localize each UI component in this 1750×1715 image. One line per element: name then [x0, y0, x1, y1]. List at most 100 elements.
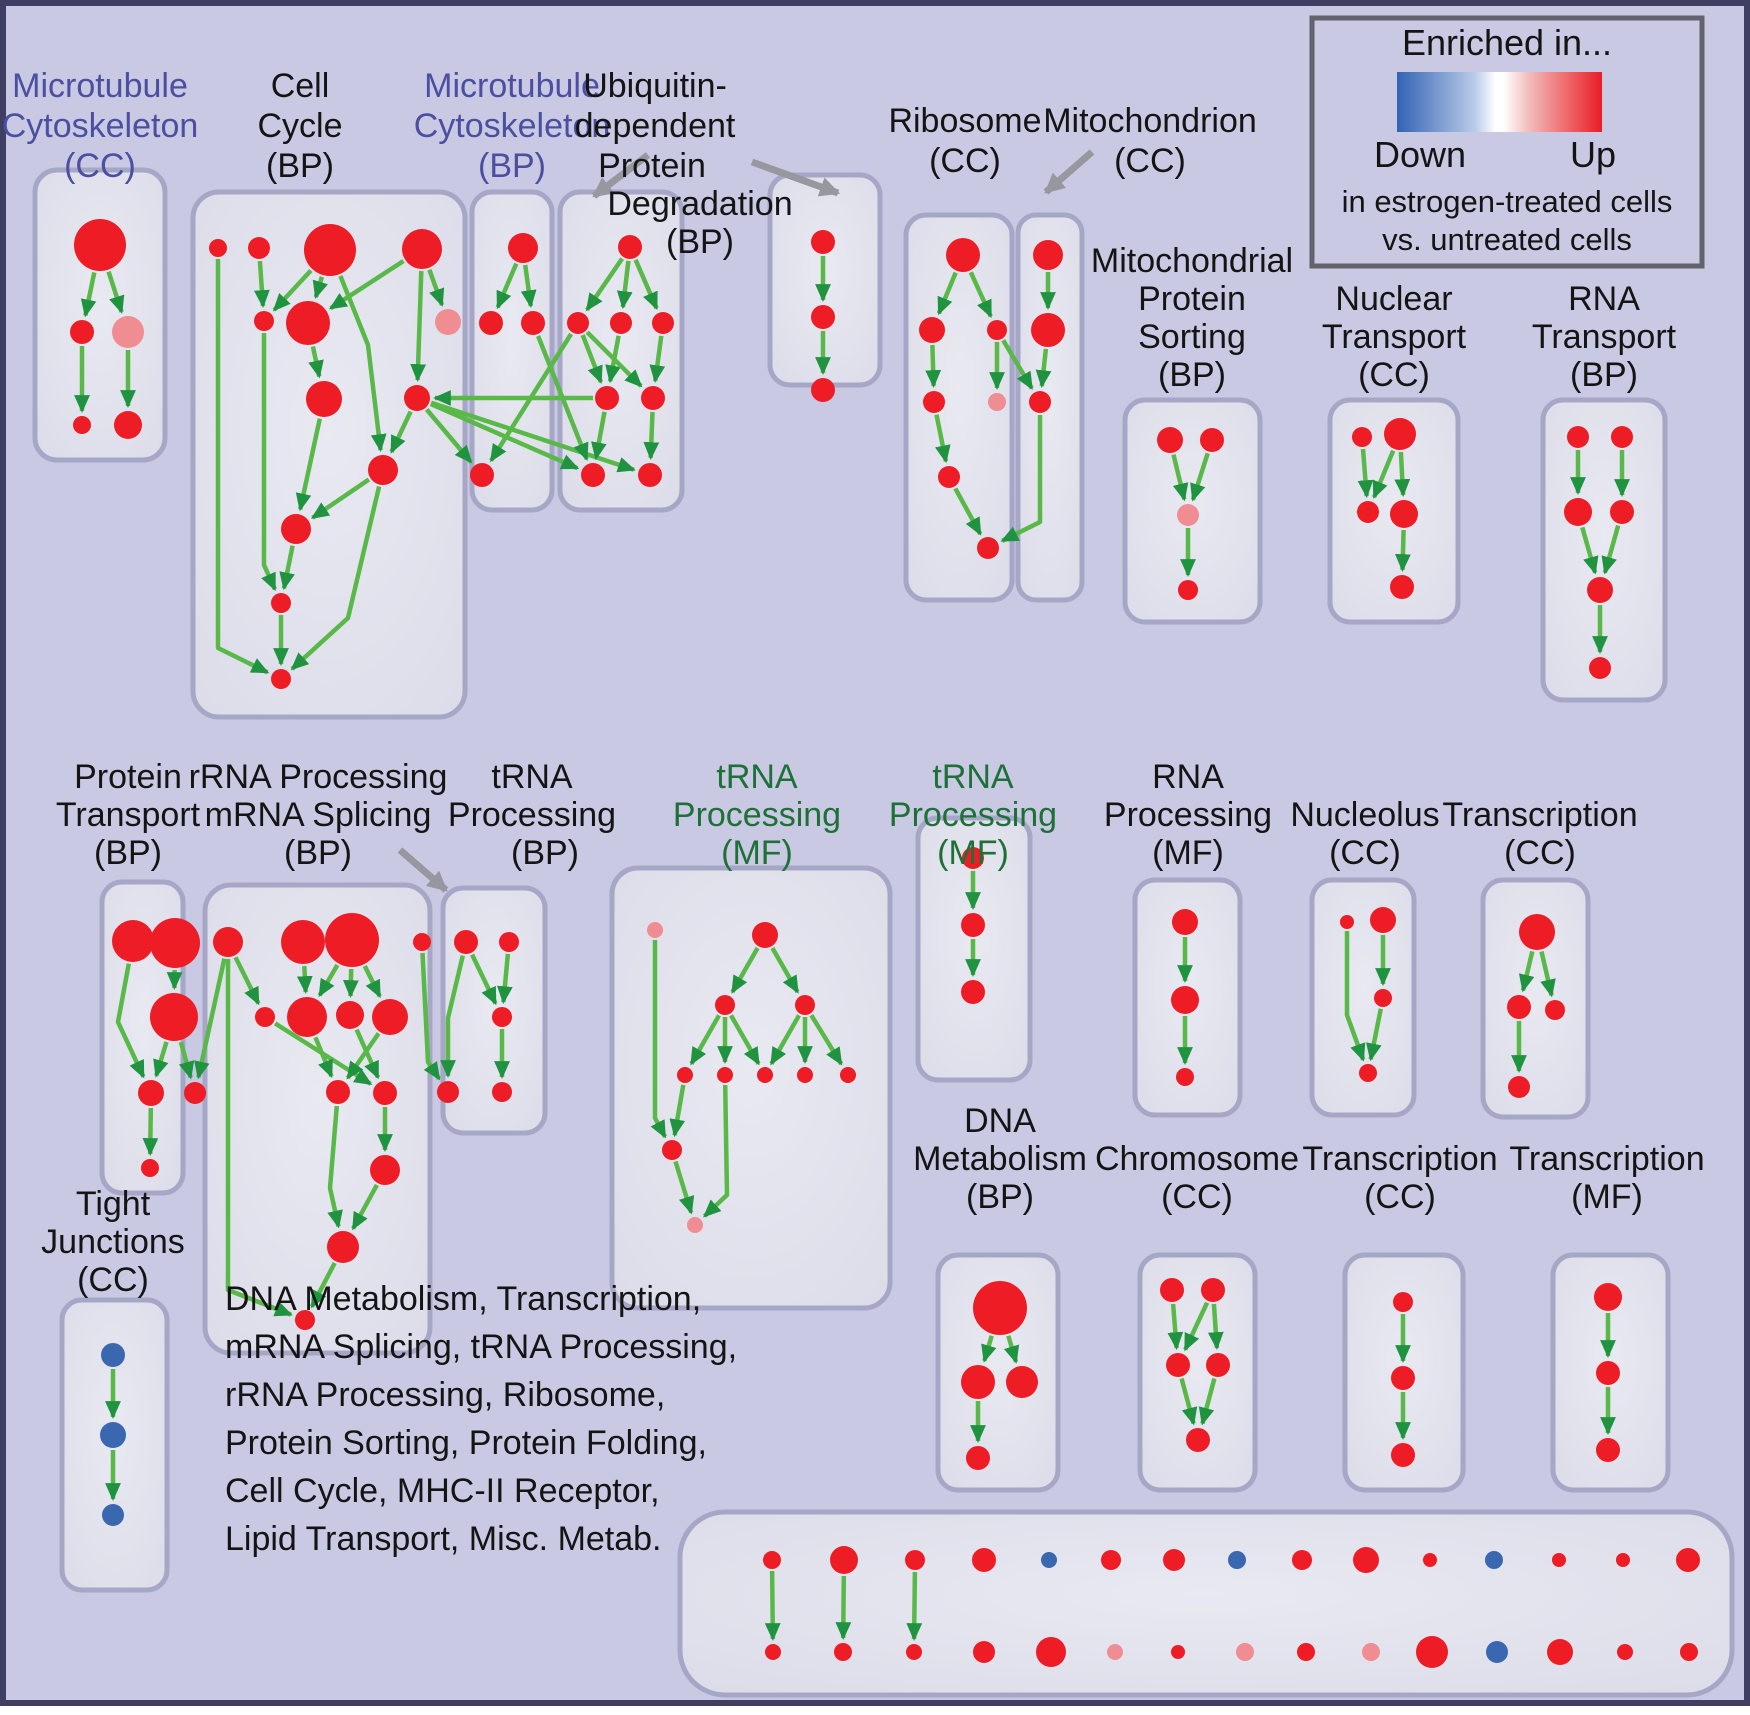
- label-tc-2: (CC): [1504, 834, 1576, 872]
- node-mtcc5: [114, 411, 142, 439]
- node-rib3: [987, 320, 1007, 340]
- label-pt-2: Transport: [56, 796, 201, 834]
- node-t3a: [1594, 1283, 1622, 1311]
- summary-line-5: Cell Cycle, MHC-II Receptor,: [225, 1472, 660, 1510]
- edge-mps2-mps3: [1190, 452, 1210, 502]
- node-ubl5: [595, 386, 619, 410]
- node-tc3: [1545, 1000, 1565, 1020]
- edge-rr2-rr6: [296, 965, 313, 994]
- node-cc5: [254, 311, 274, 331]
- edge-ch2-ch4: [1207, 1303, 1224, 1350]
- label-tbp-1: tRNA: [491, 758, 573, 796]
- node-mt15: [1676, 1548, 1700, 1572]
- edge-ch1-ch3: [1167, 1303, 1184, 1351]
- edge-nu3-nu4: [1366, 1008, 1384, 1062]
- node-tj2: [100, 1422, 126, 1448]
- node-cc1: [209, 239, 227, 257]
- cluster-dm: [935, 1252, 1061, 1493]
- legend-down-label: Down: [1374, 134, 1466, 175]
- edge-rr9-rr12: [327, 1105, 343, 1229]
- edge-tm1p-tm1l: [650, 940, 667, 1139]
- edge-mtcc1-mtcc3: [106, 271, 125, 314]
- label-ubiquitin-3: Protein: [598, 147, 706, 185]
- node-nu2: [1370, 907, 1396, 933]
- node-tbp4: [437, 1081, 459, 1103]
- edge-cc8-cc11: [295, 418, 322, 512]
- node-tm1p: [647, 922, 663, 938]
- node-dm2: [961, 1365, 995, 1399]
- label-ubiquitin-1: Ubiquitin-: [583, 67, 727, 105]
- edge-cc3-cc5: [272, 268, 313, 312]
- node-nu1: [1340, 915, 1354, 929]
- node-ch2: [1201, 1278, 1225, 1302]
- label-mps-4: (BP): [1158, 356, 1226, 394]
- edge-rr3-rr6: [317, 963, 340, 998]
- node-ch4: [1206, 1353, 1230, 1377]
- edge-pt3-rr0: [178, 1041, 195, 1080]
- node-rr1: [213, 927, 243, 957]
- node-rr10: [373, 1081, 397, 1105]
- label-tj-1: Tight: [76, 1185, 151, 1223]
- edge-tbp1-tbp4: [440, 955, 465, 1078]
- node-t2a: [1393, 1292, 1413, 1312]
- label-chromosome-1: Chromosome: [1095, 1140, 1299, 1178]
- edge-mt1-mb1: [764, 1570, 781, 1641]
- node-rr0: [184, 1082, 206, 1104]
- node-mt11: [1423, 1553, 1437, 1567]
- node-dm4: [966, 1446, 990, 1470]
- node-tm1t: [752, 922, 778, 948]
- node-mt6: [1101, 1550, 1121, 1570]
- node-mt8: [1228, 1551, 1246, 1569]
- legend-title: Enriched in...: [1402, 22, 1612, 63]
- node-rp3: [1176, 1068, 1194, 1086]
- node-tj1: [101, 1343, 125, 1367]
- edge-nt1-nt3: [1357, 448, 1374, 499]
- node-mtbp3: [521, 311, 545, 335]
- node-mt3: [905, 1550, 925, 1570]
- summary-line-3: rRNA Processing, Ribosome,: [225, 1376, 665, 1414]
- edge-cc5-cc12: [261, 333, 277, 592]
- node-rt5: [1587, 577, 1613, 603]
- node-cc8: [306, 381, 342, 417]
- node-cc2: [248, 237, 270, 259]
- node-mtcc3: [112, 316, 144, 348]
- edge-mt3-mb3: [906, 1571, 923, 1641]
- label-rrna-3: (BP): [284, 834, 352, 872]
- node-mt14: [1616, 1553, 1630, 1567]
- edge-ubl2-ubl5: [580, 334, 603, 384]
- node-rt3: [1564, 498, 1592, 526]
- node-ubr2: [811, 305, 835, 329]
- label-rrna-2: mRNA Splicing: [205, 796, 432, 834]
- edge-rr1-rr13: [225, 959, 293, 1317]
- node-mb12: [1486, 1641, 1508, 1663]
- node-cc7: [435, 309, 461, 335]
- label-cellcycle-1: Cell: [271, 67, 330, 105]
- label-tj-3: (CC): [77, 1261, 149, 1299]
- label-mps-2: Protein: [1138, 280, 1246, 318]
- legend-up-label: Up: [1570, 134, 1616, 175]
- label-rp-2: Processing: [1104, 796, 1272, 834]
- label-rt-3: (BP): [1570, 356, 1638, 394]
- edge-dm1-dm2: [981, 1335, 997, 1363]
- label-rrna-1: rRNA Processing: [189, 758, 448, 796]
- edge-rt4-rt5: [1601, 524, 1621, 575]
- edge-tm1t-tm1m2: [770, 946, 800, 994]
- label-tm1-3: (MF): [721, 834, 793, 872]
- node-mt5: [1041, 1552, 1057, 1568]
- node-tm1b4: [797, 1067, 813, 1083]
- cluster-mtcc: [32, 167, 168, 463]
- edge-tc1-tc2: [1518, 950, 1535, 993]
- node-rr8: [372, 999, 408, 1035]
- node-mb8: [1236, 1643, 1254, 1661]
- label-chromosome-2: (CC): [1161, 1178, 1233, 1216]
- edge-rr6-rr9: [313, 1036, 334, 1079]
- edge-rib1-rib3: [968, 271, 993, 319]
- label-mtcc-2: Cytoskeleton: [2, 107, 199, 145]
- label-tm1-2: Processing: [673, 796, 841, 834]
- edge-mtcc1-mtcc2: [80, 271, 97, 318]
- node-nt3: [1357, 501, 1379, 523]
- node-nt1: [1352, 427, 1372, 447]
